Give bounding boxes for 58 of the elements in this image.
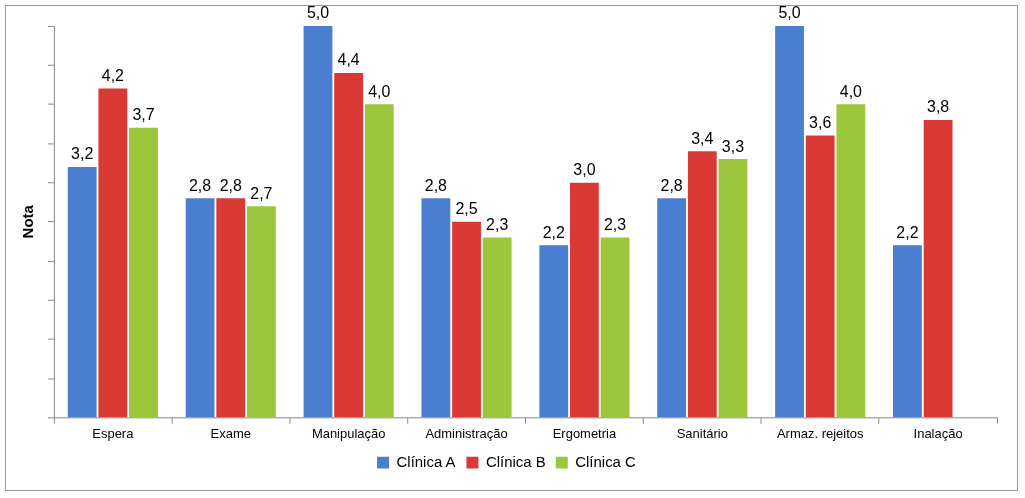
x-tick-label: Espera [92, 426, 135, 441]
bar [687, 151, 717, 418]
bar [718, 159, 748, 418]
legend-label: Clínica C [575, 452, 637, 470]
data-label: 2,3 [486, 215, 509, 233]
data-label: 4,4 [337, 51, 360, 69]
bar [129, 127, 158, 418]
data-label: 3,7 [132, 106, 155, 124]
data-label: 4,0 [368, 82, 391, 100]
x-tick-label: Manipulação [311, 426, 386, 441]
data-label: 5,0 [778, 4, 801, 22]
data-label: 3,4 [691, 129, 714, 147]
data-label: 2,8 [660, 176, 683, 194]
data-label: 5,0 [306, 4, 330, 22]
data-label: 3,2 [71, 145, 94, 163]
bar [452, 221, 481, 418]
bar [893, 245, 922, 418]
x-tick-label: Sanitário [676, 426, 728, 441]
data-label: 2,7 [250, 184, 273, 202]
data-label: 4,2 [101, 67, 125, 85]
data-label: 2,8 [219, 176, 242, 194]
bar [657, 198, 687, 418]
bar [185, 198, 215, 418]
legend-label: Clínica B [485, 452, 546, 470]
data-label: 2,8 [424, 176, 448, 194]
data-label: 2,3 [603, 215, 627, 233]
data-label: 2,2 [896, 223, 919, 241]
bar [570, 182, 599, 418]
bar [805, 135, 835, 418]
data-label: 4,0 [839, 82, 863, 100]
bar [98, 88, 128, 418]
x-tick-label: Administração [425, 426, 508, 441]
bar [923, 119, 953, 418]
bar [303, 25, 333, 418]
bar [216, 198, 246, 418]
bar [836, 104, 866, 418]
x-tick-label: Armaz. rejeitos [776, 426, 864, 441]
bar [539, 245, 569, 418]
bar [421, 198, 451, 418]
bar [775, 25, 804, 418]
x-tick-label: Exame [210, 426, 251, 441]
data-label: 3,6 [809, 114, 832, 132]
bar [482, 237, 512, 418]
bar [246, 206, 276, 418]
bar [334, 72, 364, 418]
bar [600, 237, 630, 418]
data-label: 3,8 [927, 98, 950, 116]
x-tick-label: Inalação [913, 426, 963, 441]
data-label: 3,0 [573, 161, 596, 179]
data-label: 3,3 [721, 137, 745, 155]
data-label: 2,2 [542, 223, 565, 241]
y-axis-title: Nota [19, 204, 37, 239]
x-tick-label: Ergometria [552, 426, 617, 441]
bar [67, 166, 97, 418]
data-label: 2,8 [189, 176, 212, 194]
data-label: 2,5 [455, 200, 478, 218]
bar [364, 104, 394, 418]
legend-label: Clínica A [396, 452, 456, 470]
